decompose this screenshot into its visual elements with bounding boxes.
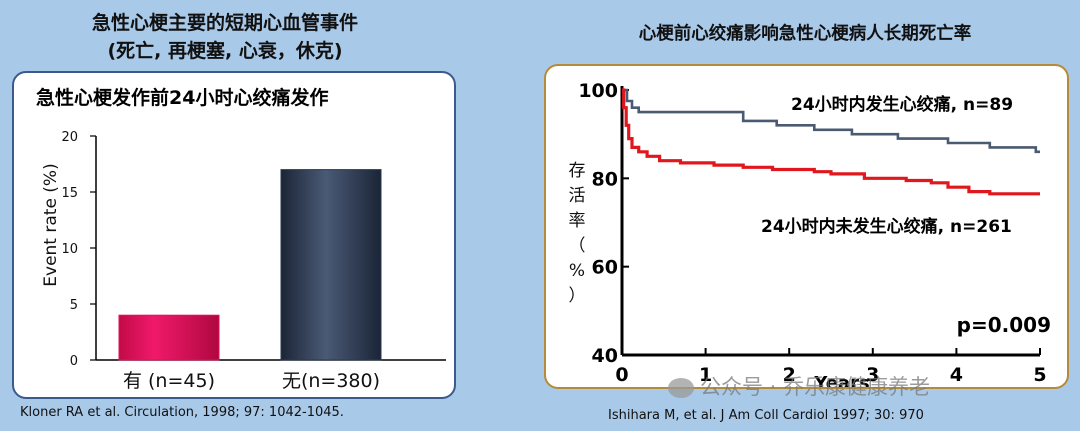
survival-chart: 存活率 （% ） 40 60 80 100 0 1 2 3 4 5 Years 24小时内发生心绞痛, n… xyxy=(569,80,1052,387)
line-y-axis-label-char: （ xyxy=(569,236,586,256)
line-y-tick-label: 40 xyxy=(592,345,618,367)
line-y-axis-label-char: 存 xyxy=(569,161,586,181)
bar-category-label: 有 (n=45) xyxy=(123,370,215,392)
bar-1 xyxy=(280,169,382,361)
bar-chart-panel: 急性心梗发作前24小时心绞痛发作 Event rate (%) 0 5 10 15 20… xyxy=(12,71,456,399)
bar-y-tick-label: 10 xyxy=(61,242,78,257)
survival-y-axis-label: 存活率 （% ） xyxy=(569,161,586,306)
p-value: p=0.009 xyxy=(957,313,1051,337)
left-reference: Kloner RA et al. Circulation, 1998; 97: … xyxy=(20,405,344,420)
line-x-tick-label: 4 xyxy=(950,364,963,386)
series-line-0 xyxy=(622,88,1040,154)
line-y-axis-label-char: 活 xyxy=(569,186,586,206)
line-y-axis-label-char: % xyxy=(569,261,585,281)
line-x-tick-label: 5 xyxy=(1033,364,1046,386)
bar-0 xyxy=(118,314,220,361)
line-y-axis-label-char: ） xyxy=(569,286,586,306)
left-heading-line2: (死亡, 再梗塞, 心衰，休克) xyxy=(107,40,343,62)
right-reference: Ishihara M, et al. J Am Coll Cardiol 199… xyxy=(608,408,924,423)
line-x-tick-label: 1 xyxy=(699,364,712,386)
series-label-no-angina: 24小时内未发生心绞痛, n=261 xyxy=(761,216,1012,237)
line-y-axis-label-char: 率 xyxy=(569,211,586,231)
watermark: 公众号 · 乔乐康健康养老 xyxy=(668,371,930,401)
bar-category-label: 无(n=380) xyxy=(282,370,380,392)
line-x-tick-label: 0 xyxy=(615,364,628,386)
bar-chart: Event rate (%) 0 5 10 15 20 有 (n=45) 无(n=380) xyxy=(41,130,446,392)
wechat-icon xyxy=(668,378,694,398)
bar-y-tick-label: 15 xyxy=(61,186,78,201)
bar-y-tick-label: 5 xyxy=(70,298,78,313)
survival-chart-panel: 存活率 （% ） 40 60 80 100 0 1 2 3 4 5 Years 24小时内发生心绞痛, n… xyxy=(544,64,1069,389)
line-x-tick-label: 3 xyxy=(866,364,879,386)
line-x-tick-label: 2 xyxy=(783,364,796,386)
line-y-tick-label: 80 xyxy=(592,168,618,190)
right-heading: 心梗前心绞痛影响急性心梗病人长期死亡率 xyxy=(638,24,972,44)
bar-y-tick-label: 20 xyxy=(61,130,78,145)
series-line-1 xyxy=(622,88,1040,196)
line-y-tick-label: 60 xyxy=(592,257,618,279)
bar-y-tick-label: 0 xyxy=(70,354,78,369)
series-label-angina: 24小时内发生心绞痛, n=89 xyxy=(791,94,1013,115)
line-y-tick-label: 100 xyxy=(578,80,618,102)
line-x-axis-label: Years xyxy=(813,373,869,387)
left-heading-line1: 急性心梗主要的短期心血管事件 xyxy=(91,12,358,34)
bar-chart-title: 急性心梗发作前24小时心绞痛发作 xyxy=(36,87,329,109)
bar-chart-y-axis-label: Event rate (%) xyxy=(41,163,61,286)
